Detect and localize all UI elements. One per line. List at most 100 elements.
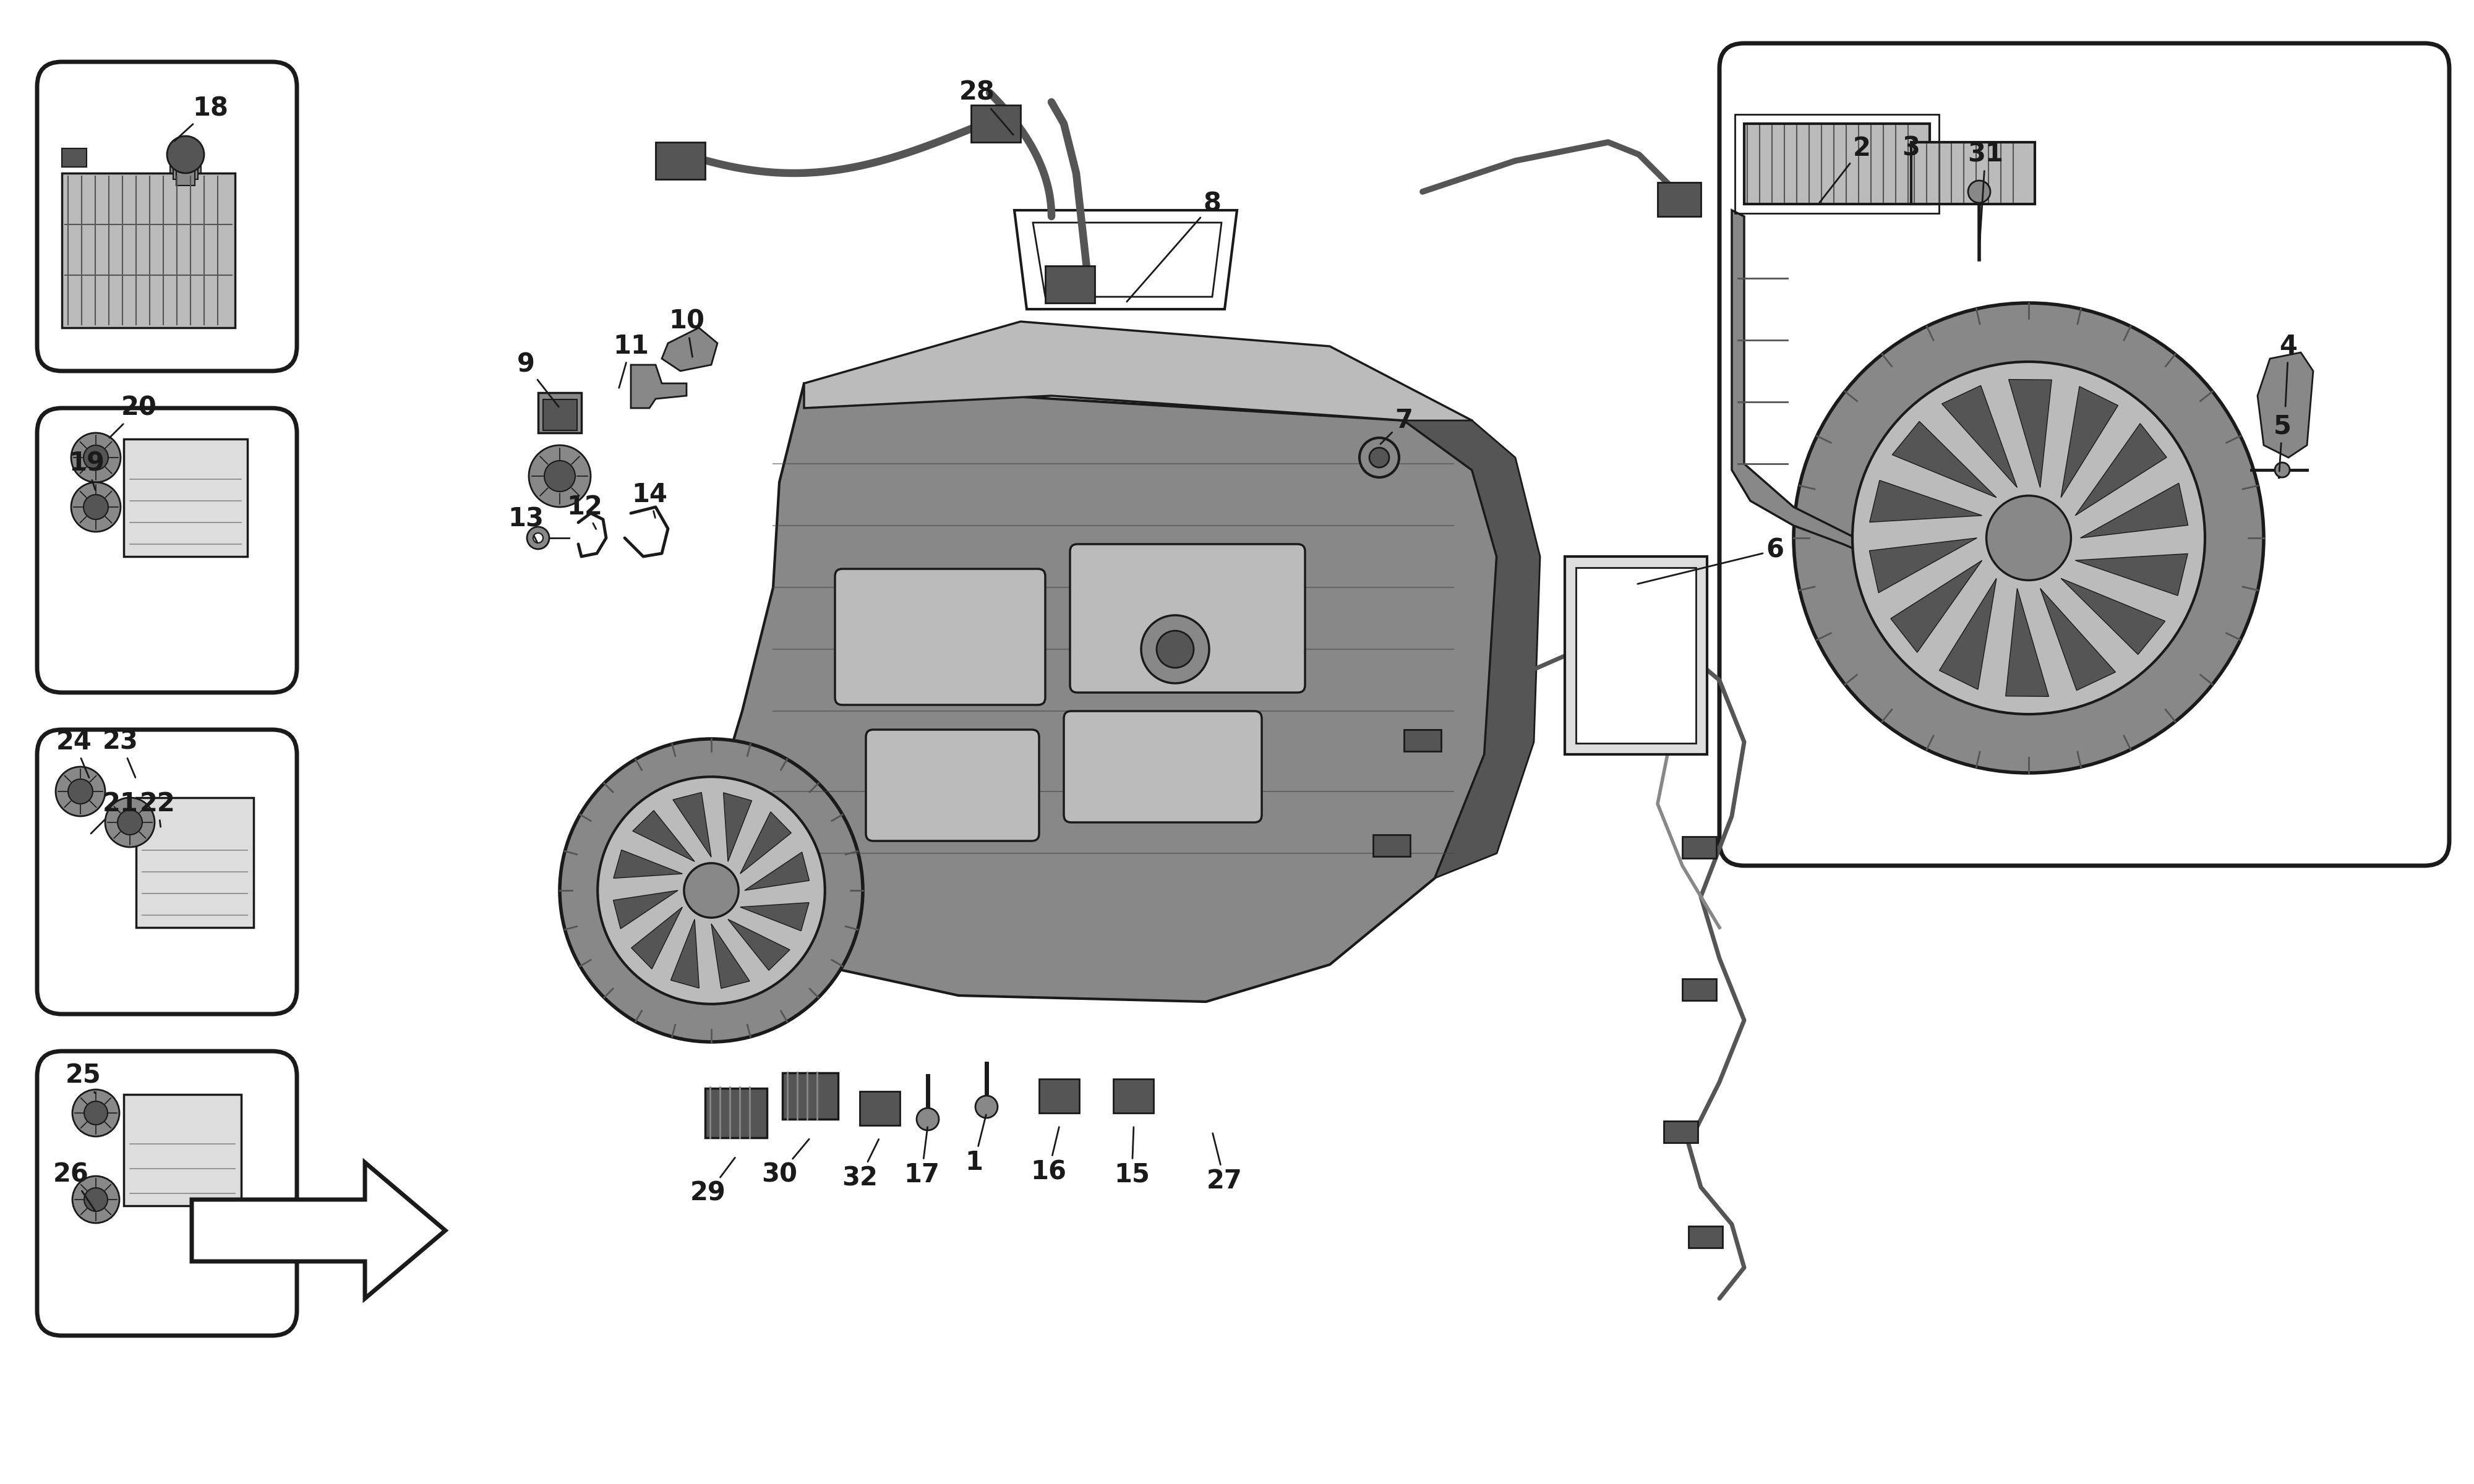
Text: 29: 29 <box>690 1158 735 1206</box>
Text: 30: 30 <box>762 1140 809 1187</box>
FancyBboxPatch shape <box>866 730 1039 841</box>
Circle shape <box>84 1101 109 1125</box>
Bar <box>1663 1120 1697 1143</box>
Text: 20: 20 <box>109 395 156 438</box>
Circle shape <box>559 739 863 1042</box>
Circle shape <box>975 1095 997 1117</box>
Text: 28: 28 <box>960 80 1014 135</box>
Text: 12: 12 <box>567 494 601 528</box>
Bar <box>544 399 576 430</box>
Polygon shape <box>631 907 683 969</box>
Polygon shape <box>2256 352 2313 457</box>
Polygon shape <box>740 812 792 874</box>
Circle shape <box>54 767 104 816</box>
Bar <box>1566 556 1707 754</box>
Bar <box>1039 1079 1079 1113</box>
Bar <box>1687 1226 1722 1248</box>
Polygon shape <box>2076 554 2187 595</box>
Polygon shape <box>745 852 809 890</box>
Polygon shape <box>713 923 750 988</box>
Bar <box>124 439 247 556</box>
Polygon shape <box>614 890 678 929</box>
Polygon shape <box>631 365 688 408</box>
FancyBboxPatch shape <box>836 568 1044 705</box>
Bar <box>1734 114 1940 214</box>
Text: 14: 14 <box>631 482 668 518</box>
Text: 21: 21 <box>92 791 139 834</box>
Circle shape <box>1969 181 1989 203</box>
Polygon shape <box>2041 588 2115 690</box>
Circle shape <box>104 798 153 847</box>
Circle shape <box>1853 362 2204 714</box>
Bar <box>124 1095 242 1205</box>
Text: 3: 3 <box>1903 135 1920 196</box>
Circle shape <box>84 445 109 470</box>
Circle shape <box>544 460 574 491</box>
Bar <box>171 157 200 174</box>
Circle shape <box>683 864 740 917</box>
Bar <box>782 1073 839 1119</box>
Polygon shape <box>193 1162 445 1298</box>
Circle shape <box>84 494 109 519</box>
Polygon shape <box>722 792 752 862</box>
FancyBboxPatch shape <box>1069 545 1306 693</box>
Polygon shape <box>614 850 683 879</box>
Circle shape <box>1361 438 1400 478</box>
Polygon shape <box>1870 481 1982 522</box>
Polygon shape <box>2076 423 2167 515</box>
Circle shape <box>72 482 121 531</box>
Polygon shape <box>2009 380 2051 488</box>
Polygon shape <box>740 902 809 930</box>
Circle shape <box>1794 303 2264 773</box>
Bar <box>1744 123 1930 203</box>
Text: 22: 22 <box>141 791 176 827</box>
Text: 8: 8 <box>1126 191 1222 301</box>
Text: 26: 26 <box>54 1162 94 1211</box>
Text: 7: 7 <box>1380 408 1413 444</box>
Polygon shape <box>1870 537 1977 592</box>
Circle shape <box>915 1109 940 1131</box>
Text: 18: 18 <box>176 95 228 141</box>
Circle shape <box>84 1187 109 1211</box>
Bar <box>173 163 198 180</box>
Text: 25: 25 <box>67 1063 101 1094</box>
Text: 16: 16 <box>1029 1126 1066 1184</box>
Text: 32: 32 <box>841 1140 878 1190</box>
Text: 10: 10 <box>668 309 705 358</box>
Bar <box>62 174 235 328</box>
Polygon shape <box>2061 386 2118 497</box>
Polygon shape <box>2081 484 2187 537</box>
Circle shape <box>527 527 549 549</box>
Circle shape <box>599 776 824 1005</box>
Circle shape <box>69 779 94 804</box>
Polygon shape <box>1732 211 1917 562</box>
Polygon shape <box>727 919 789 971</box>
Circle shape <box>534 533 544 543</box>
Circle shape <box>1158 631 1192 668</box>
Circle shape <box>72 1089 119 1137</box>
Bar <box>705 1088 767 1138</box>
Text: 13: 13 <box>507 506 544 543</box>
Polygon shape <box>673 792 713 858</box>
Text: 15: 15 <box>1113 1126 1150 1187</box>
Circle shape <box>119 810 143 834</box>
Bar <box>861 1091 901 1125</box>
Circle shape <box>72 1175 119 1223</box>
Bar <box>970 105 1022 142</box>
Bar <box>62 148 87 166</box>
Text: 23: 23 <box>104 729 139 778</box>
FancyBboxPatch shape <box>1064 711 1262 822</box>
Bar <box>1405 730 1440 751</box>
Bar <box>176 171 195 186</box>
Bar <box>1910 142 2034 203</box>
Polygon shape <box>1893 421 1997 497</box>
Bar <box>1044 266 1094 303</box>
Text: 11: 11 <box>614 334 648 387</box>
Text: 31: 31 <box>1967 141 2004 249</box>
Text: 4: 4 <box>2279 334 2298 407</box>
Circle shape <box>1371 448 1390 467</box>
Bar <box>1682 979 1717 1000</box>
Bar <box>539 393 581 433</box>
Text: 27: 27 <box>1207 1134 1242 1195</box>
Bar <box>136 798 255 927</box>
